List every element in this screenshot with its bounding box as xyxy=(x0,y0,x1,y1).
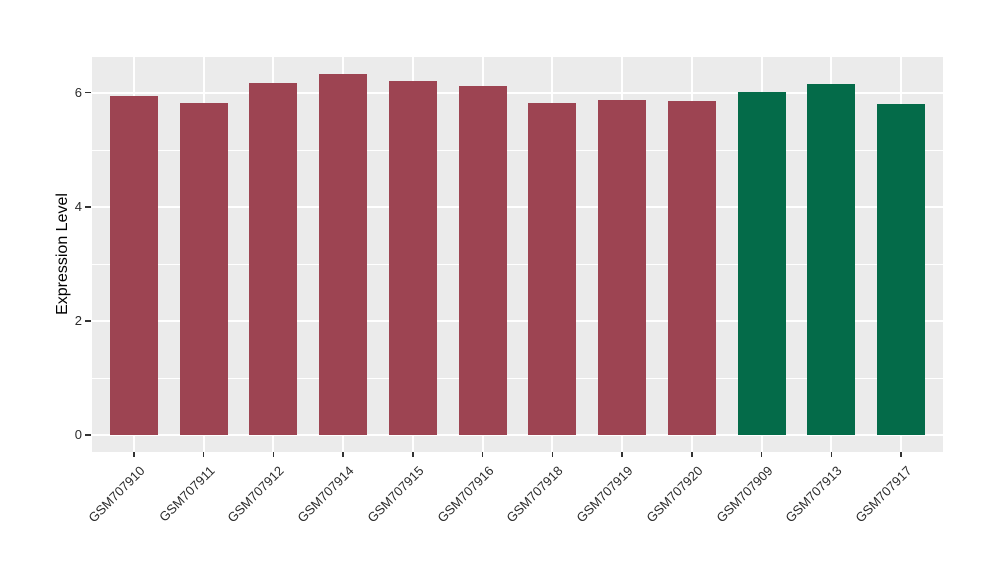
bar xyxy=(598,99,647,435)
y-tick-label: 0 xyxy=(74,427,82,442)
x-tick-mark xyxy=(272,452,275,457)
y-tick-label: 2 xyxy=(74,312,82,328)
x-tick-mark xyxy=(551,452,554,457)
x-tick-label: GSM707919 xyxy=(573,463,636,526)
gridline-horizontal-minor xyxy=(92,263,943,265)
y-tick-mark xyxy=(85,434,91,436)
x-tick-mark xyxy=(760,452,763,457)
bar xyxy=(877,103,926,435)
x-tick-label: GSM707917 xyxy=(852,463,915,526)
x-tick-mark xyxy=(830,452,833,457)
bar xyxy=(249,83,298,435)
x-tick-label: GSM707914 xyxy=(294,463,357,526)
x-tick-label: GSM707913 xyxy=(782,463,845,526)
x-tick-label: GSM707918 xyxy=(503,463,566,526)
bar xyxy=(528,102,577,435)
x-tick-label: GSM707915 xyxy=(364,463,427,526)
gridline-horizontal-major xyxy=(92,91,943,94)
x-tick-mark xyxy=(621,452,623,457)
y-tick-mark xyxy=(85,320,91,322)
bar xyxy=(388,80,437,435)
y-tick-label: 4 xyxy=(74,198,82,214)
x-tick-label: GSM707911 xyxy=(155,463,218,525)
bar xyxy=(319,74,368,435)
y-tick-mark xyxy=(85,91,91,94)
x-tick-mark xyxy=(202,452,205,457)
x-tick-mark xyxy=(481,452,484,457)
x-tick-label: GSM707916 xyxy=(433,463,497,526)
gridline-horizontal-major xyxy=(92,319,943,322)
y-tick-mark xyxy=(85,206,91,208)
x-tick-mark xyxy=(342,452,344,457)
gridline-horizontal-major xyxy=(92,434,943,436)
bar xyxy=(667,101,716,435)
x-tick-mark xyxy=(412,452,414,457)
bar xyxy=(458,85,507,435)
gridline-horizontal-minor xyxy=(92,377,943,379)
x-tick-label: GSM707909 xyxy=(712,463,776,526)
bar xyxy=(109,95,158,435)
x-tick-label: GSM707910 xyxy=(85,463,148,526)
x-tick-mark xyxy=(900,452,902,457)
x-tick-label: GSM707920 xyxy=(643,463,706,526)
gridline-horizontal-minor xyxy=(92,149,943,151)
x-tick-mark xyxy=(133,452,135,457)
x-tick-mark xyxy=(691,452,693,457)
bar xyxy=(179,102,228,435)
bar xyxy=(807,84,856,435)
y-tick-label: 6 xyxy=(74,84,82,100)
gridline-horizontal-major xyxy=(92,205,943,208)
bar xyxy=(737,91,786,435)
plot-panel xyxy=(92,57,943,452)
x-tick-label: GSM707912 xyxy=(224,463,287,526)
